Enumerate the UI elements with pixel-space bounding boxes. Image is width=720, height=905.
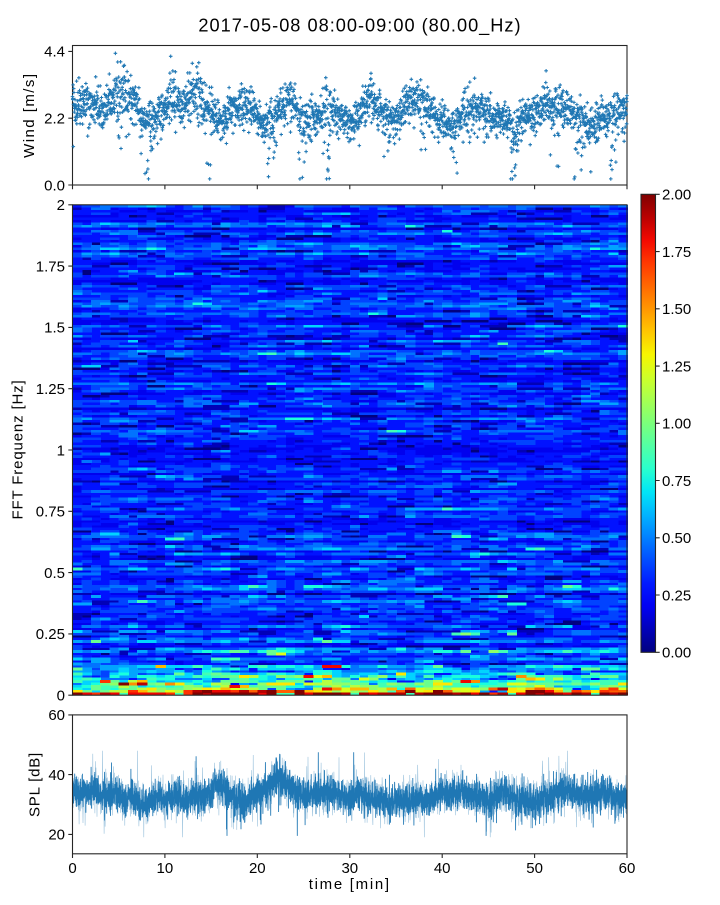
svg-text:0: 0 — [57, 687, 65, 704]
svg-text:FFT Frequenz [Hz]: FFT Frequenz [Hz] — [10, 379, 27, 519]
svg-text:20: 20 — [48, 827, 65, 844]
svg-text:50: 50 — [526, 860, 543, 877]
svg-text:time [min]: time [min] — [309, 876, 391, 893]
svg-text:40: 40 — [48, 767, 65, 784]
svg-text:Wind [m/s]: Wind [m/s] — [21, 73, 38, 158]
svg-text:0.25: 0.25 — [36, 626, 65, 643]
svg-text:1.5: 1.5 — [44, 320, 65, 337]
svg-text:1.75: 1.75 — [662, 244, 691, 261]
svg-text:0.0: 0.0 — [44, 177, 65, 194]
svg-text:60: 60 — [48, 707, 65, 724]
svg-text:2: 2 — [57, 197, 65, 214]
svg-text:0.75: 0.75 — [662, 473, 691, 490]
svg-text:1.25: 1.25 — [36, 381, 65, 398]
svg-text:30: 30 — [341, 860, 358, 877]
svg-text:60: 60 — [619, 860, 636, 877]
svg-text:0.00: 0.00 — [662, 645, 691, 662]
svg-text:0.25: 0.25 — [662, 587, 691, 604]
svg-text:1.75: 1.75 — [36, 258, 65, 275]
svg-text:0.50: 0.50 — [662, 530, 691, 547]
svg-text:20: 20 — [249, 860, 266, 877]
svg-text:1: 1 — [57, 442, 65, 459]
svg-text:0.75: 0.75 — [36, 504, 65, 521]
svg-text:SPL [dB]: SPL [dB] — [27, 752, 44, 817]
svg-text:40: 40 — [434, 860, 451, 877]
svg-text:2.00: 2.00 — [662, 187, 691, 204]
svg-text:1.25: 1.25 — [662, 358, 691, 375]
svg-text:2.2: 2.2 — [44, 110, 65, 127]
svg-text:0.5: 0.5 — [44, 565, 65, 582]
svg-text:1.00: 1.00 — [662, 416, 691, 433]
svg-text:4.4: 4.4 — [44, 44, 65, 61]
svg-text:1.50: 1.50 — [662, 301, 691, 318]
svg-text:10: 10 — [157, 860, 174, 877]
svg-text:2017-05-08 08:00-09:00 (80.00_: 2017-05-08 08:00-09:00 (80.00_Hz) — [198, 15, 521, 36]
svg-text:0: 0 — [68, 860, 76, 877]
